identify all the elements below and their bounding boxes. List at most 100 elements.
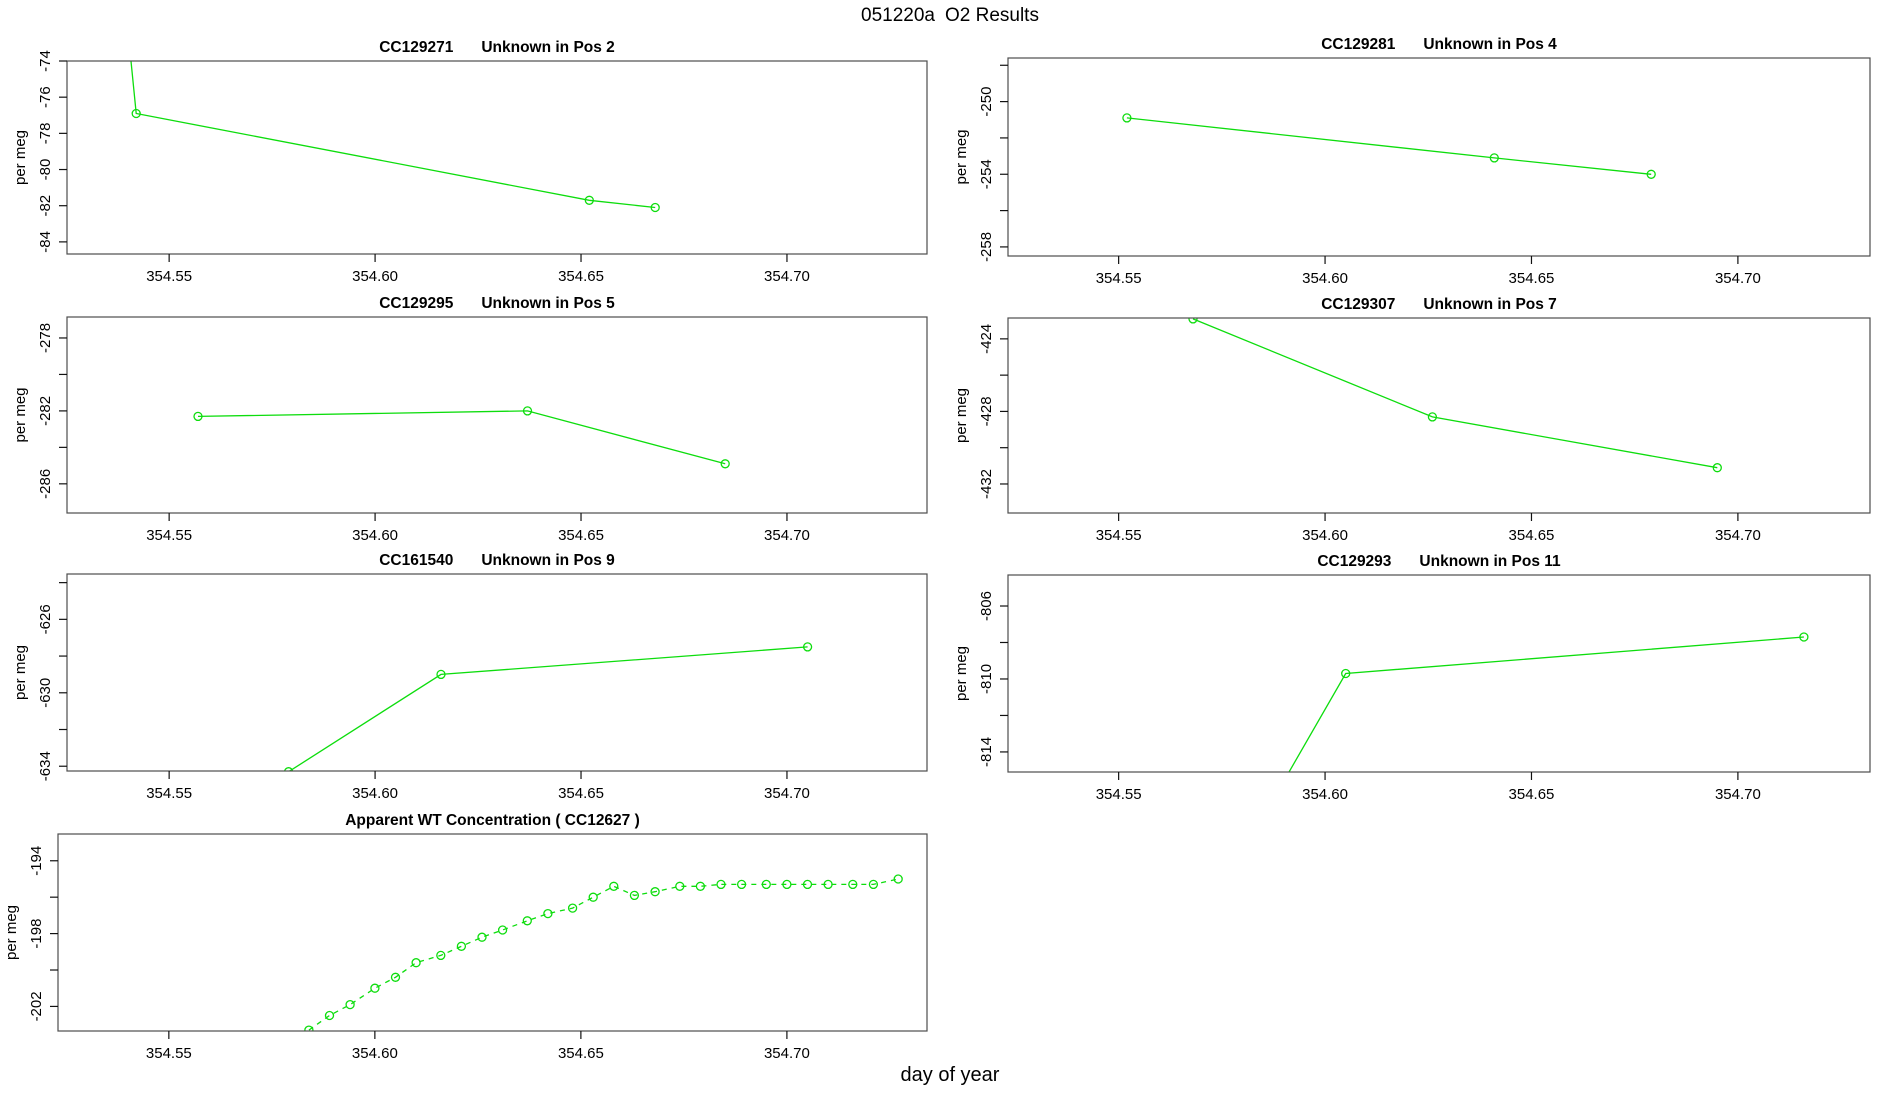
- data-point-marker: [522, 406, 533, 416]
- plot-box: [66, 316, 928, 514]
- data-point-marker: [522, 916, 532, 926]
- title-sample-id: CC129293: [1317, 553, 1391, 570]
- data-point-marker: [848, 879, 858, 890]
- x-tick-label: 354.70: [764, 527, 810, 544]
- main-title: 051220a O2 Results: [861, 5, 1039, 26]
- y-tick-label: -254: [978, 159, 995, 189]
- data-point-marker: [1276, 784, 1284, 792]
- data-point-marker: [1489, 153, 1499, 163]
- data-point-marker: [782, 879, 792, 890]
- y-axis-label: per meg: [12, 387, 29, 442]
- x-tick-label: 354.65: [558, 785, 604, 802]
- subplot-title: CC129295 Unknown in Pos 5: [379, 295, 615, 312]
- y-tick-label: -424: [978, 324, 995, 354]
- data-point-marker: [370, 983, 380, 993]
- subplot-pos2: 354.55 354.60 354.65 354.70 -74 -76 -78 -80 -82 -…: [12, 39, 928, 285]
- subplot-title: CC129271 Unknown in Pos 2: [379, 39, 615, 56]
- title-sample-id: CC129271: [379, 39, 453, 56]
- data-point-marker: [304, 1025, 314, 1031]
- y-tick-label: -78: [37, 123, 54, 145]
- data-point-marker: [823, 879, 833, 890]
- subplot-title: Apparent WT Concentration ( CC12627 ): [345, 812, 640, 829]
- x-tick-label: 354.55: [146, 785, 192, 802]
- subplot-apparent-wt: 354.55 354.60 354.65 354.70 -194 -198 -202 Appa…: [3, 812, 928, 1062]
- data-point-marker: [411, 958, 421, 968]
- plot-box: [66, 60, 928, 255]
- data-point-marker: [497, 925, 508, 935]
- data-point-marker: [868, 879, 879, 890]
- subplot-title: CC129293 Unknown in Pos 11: [1317, 553, 1561, 570]
- series-pos7: [1188, 318, 1722, 473]
- data-point-marker: [802, 879, 813, 890]
- series-line: [288, 646, 808, 771]
- plot-box: [1007, 574, 1871, 773]
- x-tick-label: 354.70: [764, 268, 810, 285]
- data-point-marker: [629, 890, 640, 901]
- data-point-marker: [893, 874, 903, 884]
- y-tick-label: -282: [37, 396, 54, 426]
- data-point-marker: [802, 642, 813, 652]
- x-tick-label: 354.70: [764, 785, 810, 802]
- figure-x-axis-label: day of year: [901, 1064, 1000, 1086]
- y-tick-label: -634: [37, 751, 54, 781]
- x-tick-label: 354.70: [764, 1045, 810, 1062]
- data-point-marker: [1188, 318, 1198, 324]
- title-desc: Unknown in Pos 2: [481, 39, 614, 56]
- title-desc: Unknown in Pos 7: [1423, 296, 1556, 313]
- x-tick-label: 354.65: [558, 1045, 604, 1062]
- data-point-marker: [675, 881, 685, 891]
- data-point-marker: [720, 459, 730, 469]
- subplot-pos7: 354.55 354.60 354.65 354.70 -424 -428 -432 CC12…: [953, 296, 1871, 544]
- title-sample-id: Apparent WT Concentration ( CC12627 ): [345, 812, 640, 829]
- x-tick-label: 354.65: [1509, 527, 1555, 544]
- data-point-marker: [1799, 632, 1809, 642]
- x-tick-label: 354.60: [352, 527, 398, 544]
- data-point-marker: [1341, 668, 1351, 679]
- data-point-marker: [345, 999, 355, 1010]
- title-sample-id: CC129295: [379, 295, 453, 312]
- series-line: [1192, 318, 1718, 469]
- data-point-marker: [131, 108, 141, 119]
- data-point-marker: [436, 950, 446, 961]
- x-tick-label: 354.65: [1509, 786, 1555, 803]
- data-point-marker: [736, 879, 747, 890]
- data-point-marker: [1646, 169, 1656, 179]
- series-pos9: [284, 642, 813, 771]
- y-tick-label: -630: [37, 678, 54, 708]
- x-tick-label: 354.60: [1302, 270, 1348, 287]
- series-pos11: [1276, 632, 1809, 792]
- x-tick-label: 354.65: [558, 527, 604, 544]
- main-title-part: 051220a: [861, 5, 935, 26]
- series-line: [308, 878, 899, 1031]
- y-tick-label: -82: [37, 195, 54, 217]
- series-pos5: [193, 406, 730, 469]
- y-axis-label: per meg: [953, 388, 970, 443]
- y-tick-label: -286: [37, 469, 54, 499]
- x-tick-label: 354.60: [352, 268, 398, 285]
- data-point-marker: [695, 881, 706, 891]
- x-tick-label: 354.55: [1096, 786, 1142, 803]
- x-tick-label: 354.55: [146, 1045, 192, 1062]
- y-tick-label: -74: [37, 50, 54, 72]
- x-tick-label: 354.70: [1715, 270, 1761, 287]
- data-point-marker: [716, 879, 726, 890]
- x-tick-label: 354.60: [352, 1045, 398, 1062]
- subplot-pos11: 354.55 354.60 354.65 354.70 -806 -810 -814 CC12…: [953, 553, 1871, 803]
- y-tick-label: -198: [28, 919, 45, 949]
- y-axis-label: per meg: [12, 130, 29, 185]
- y-tick-label: -626: [37, 604, 54, 634]
- y-tick-label: -432: [978, 469, 995, 499]
- series-pos2: [130, 61, 660, 213]
- x-tick-label: 354.60: [1302, 527, 1348, 544]
- subplot-pos4: 354.55 354.60 354.65 354.70 -250 -254 -258 CC12…: [953, 36, 1871, 287]
- y-tick-label: -76: [37, 86, 54, 108]
- data-point-marker: [1427, 412, 1438, 422]
- data-point-marker: [436, 669, 446, 680]
- data-point-marker: [1712, 463, 1722, 473]
- subplot-title: CC161540 Unknown in Pos 9: [379, 552, 615, 569]
- series-line: [130, 61, 656, 209]
- x-tick-label: 354.60: [1302, 786, 1348, 803]
- subplot-pos5: 354.55 354.60 354.65 354.70 -278 -282 -286 CC12…: [12, 295, 928, 544]
- data-point-marker: [543, 908, 553, 919]
